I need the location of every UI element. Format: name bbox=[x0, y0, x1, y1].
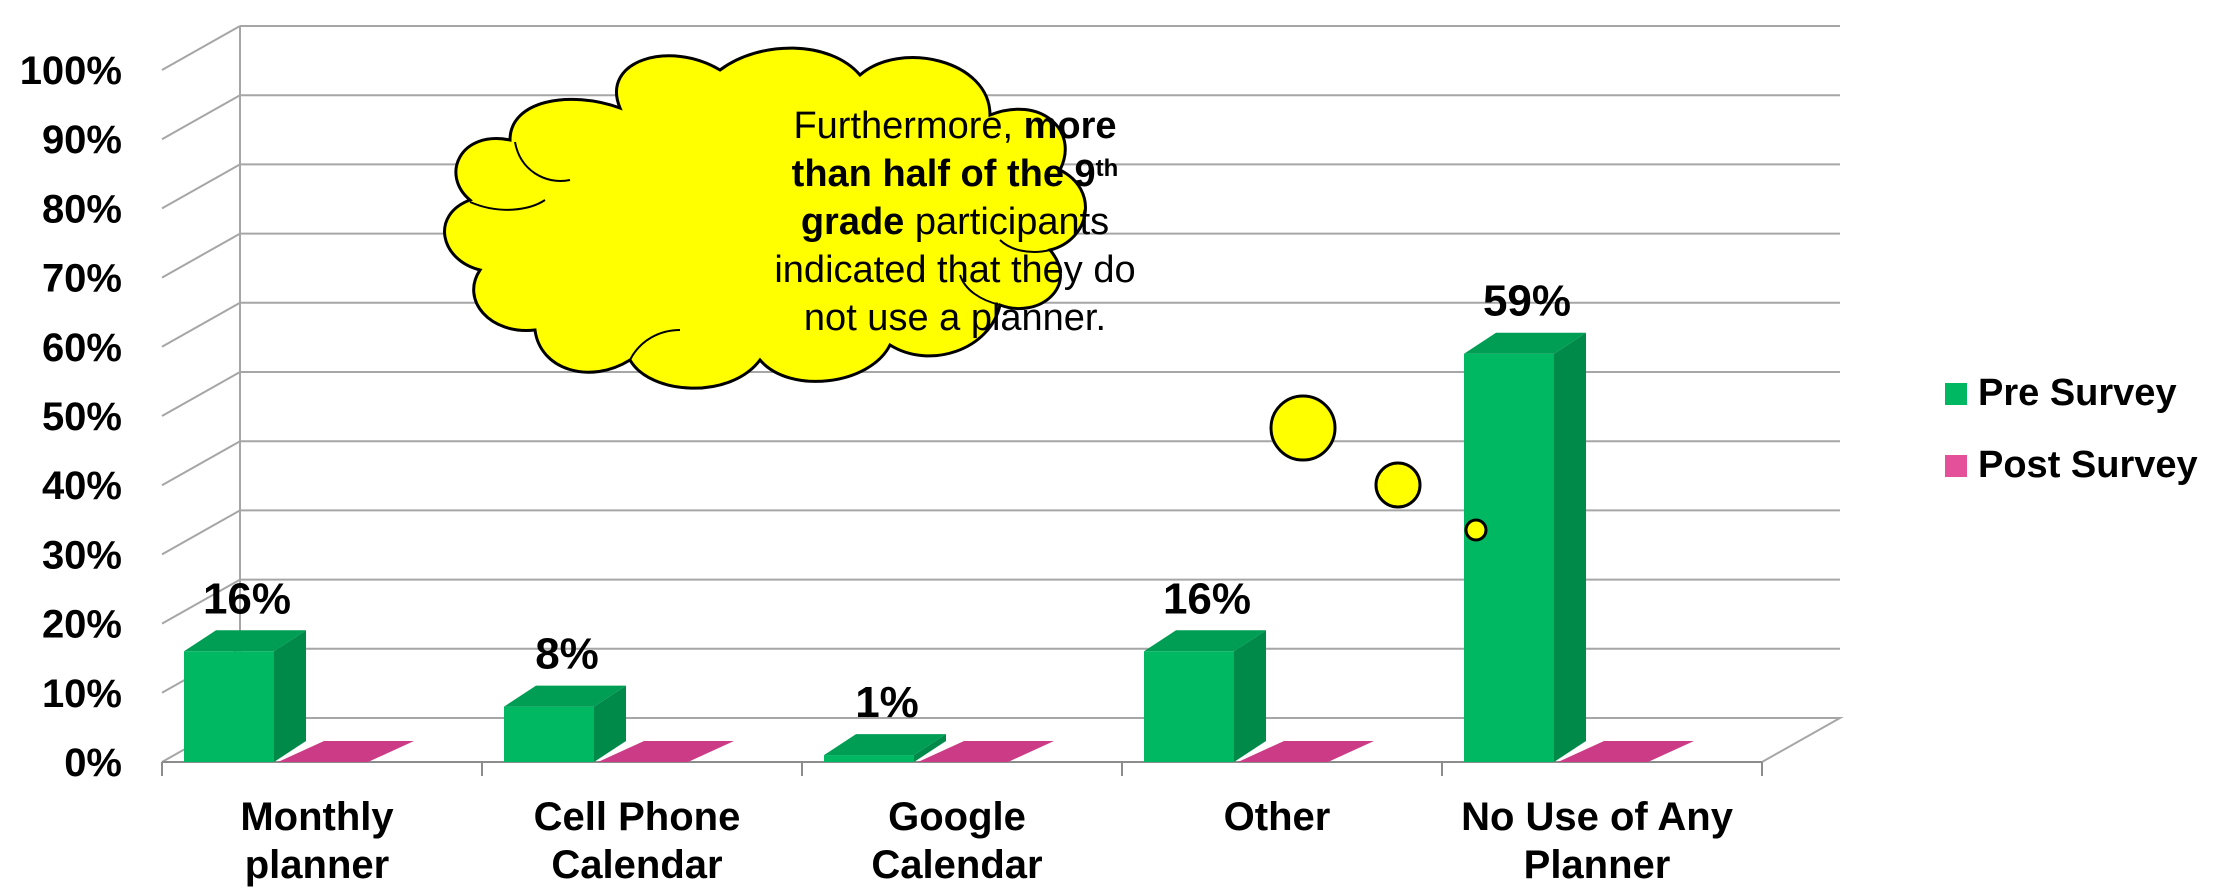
bar-pre-survey bbox=[1144, 630, 1266, 762]
thought-bubble bbox=[1464, 518, 1488, 542]
bars bbox=[184, 332, 1694, 762]
gridline-wall bbox=[161, 578, 241, 625]
thought-cloud-annotation: Furthermore, more than half of the 9th gra… bbox=[443, 46, 1488, 542]
data-label: 16% bbox=[203, 574, 291, 623]
x-category-label: Calendar bbox=[551, 843, 722, 887]
bar-top bbox=[184, 630, 306, 652]
y-tick-label: 60% bbox=[42, 326, 122, 370]
cloud-arc bbox=[959, 274, 1001, 306]
cloud-text-span: Furthermore, bbox=[793, 105, 1023, 147]
bar-pre-survey bbox=[504, 685, 626, 762]
bar-front bbox=[504, 706, 594, 762]
cloud-text-span: indicated that they do bbox=[774, 249, 1135, 291]
bar-top bbox=[1464, 332, 1586, 354]
gridline-wall bbox=[161, 94, 241, 141]
legend-label: Post Survey bbox=[1978, 444, 2198, 486]
cloud-text: Furthermore, more than half of the 9th gra… bbox=[774, 105, 1135, 339]
legend: Pre Survey Post Survey bbox=[1945, 372, 2198, 486]
y-tick-label: 90% bbox=[42, 118, 122, 162]
bar-front bbox=[1464, 353, 1554, 762]
cloud-arc bbox=[999, 239, 1051, 253]
bar-post-survey bbox=[1238, 741, 1374, 762]
gridline-wall bbox=[161, 440, 241, 487]
gridline-wall bbox=[161, 232, 241, 279]
x-category-label: Monthly bbox=[240, 795, 394, 839]
x-category-label: Other bbox=[1224, 795, 1331, 839]
bar-side bbox=[914, 734, 946, 762]
cloud-text-span: than half of the 9 bbox=[792, 153, 1096, 195]
cloud-text-span: grade bbox=[801, 201, 904, 243]
gridline-wall bbox=[161, 163, 241, 210]
y-tick-label: 50% bbox=[42, 395, 122, 439]
data-label: 59% bbox=[1483, 277, 1571, 326]
bar-front bbox=[184, 651, 274, 762]
cloud-text-span: participants bbox=[904, 201, 1109, 243]
y-tick-label: 0% bbox=[64, 741, 122, 785]
cloud-arc bbox=[469, 199, 546, 211]
y-axis-tick-labels: 0% 10% 20% 30% 40% 50% 60% 70% 80% 90% 100% bbox=[20, 49, 122, 785]
bar-post-survey bbox=[278, 741, 414, 762]
thought-bubble bbox=[1269, 394, 1337, 462]
gridline-wall bbox=[161, 509, 241, 556]
gridline-wall bbox=[161, 371, 241, 417]
cloud-text-span: th bbox=[1096, 155, 1119, 182]
thought-cloud bbox=[443, 46, 1087, 390]
bar-side bbox=[274, 630, 306, 762]
data-label: 1% bbox=[855, 678, 919, 727]
bar-front bbox=[824, 755, 914, 762]
legend-swatch bbox=[1945, 383, 1967, 405]
bar-pre-survey bbox=[824, 734, 946, 762]
x-category-label: planner bbox=[245, 843, 389, 887]
bar-side bbox=[1554, 332, 1586, 762]
x-category-label: Google bbox=[888, 795, 1026, 839]
legend-label: Pre Survey bbox=[1978, 372, 2177, 414]
legend-item: Post Survey bbox=[1945, 444, 2198, 486]
legend-item: Pre Survey bbox=[1945, 372, 2177, 414]
x-category-label: No Use of Any bbox=[1461, 795, 1734, 839]
bar-front bbox=[1144, 651, 1234, 762]
cloud-arc bbox=[629, 329, 681, 361]
y-tick-label: 100% bbox=[20, 49, 122, 93]
data-label: 8% bbox=[535, 630, 599, 679]
bar-pre-survey bbox=[1464, 332, 1586, 762]
bar-side bbox=[594, 685, 626, 762]
bar-post-survey bbox=[918, 741, 1054, 762]
bar-top bbox=[504, 685, 626, 707]
cloud-text-span: more bbox=[1024, 105, 1117, 147]
thought-bubble bbox=[1374, 461, 1422, 509]
y-tick-label: 40% bbox=[42, 464, 122, 508]
legend-swatch bbox=[1945, 455, 1967, 477]
x-category-label: Cell Phone bbox=[534, 795, 741, 839]
bar-top bbox=[824, 734, 946, 756]
y-tick-label: 80% bbox=[42, 187, 122, 231]
gridline-wall bbox=[161, 301, 241, 348]
y-tick-label: 20% bbox=[42, 603, 122, 647]
data-labels: 16% 8% 1% 16% 59% bbox=[203, 277, 1571, 727]
bar-post-survey bbox=[598, 741, 734, 762]
bar-side bbox=[1234, 630, 1266, 762]
bar-post-survey bbox=[1558, 741, 1694, 762]
x-category-label: Planner bbox=[1524, 843, 1671, 887]
gridline-wall bbox=[161, 25, 241, 71]
x-category-label: Calendar bbox=[871, 843, 1042, 887]
y-tick-label: 30% bbox=[42, 533, 122, 577]
data-label: 16% bbox=[1163, 574, 1251, 623]
bar-pre-survey bbox=[184, 630, 306, 762]
y-tick-label: 10% bbox=[42, 672, 122, 716]
y-tick-label: 70% bbox=[42, 257, 122, 301]
cloud-arc bbox=[514, 141, 571, 182]
bar-top bbox=[1144, 630, 1266, 652]
cloud-text-span: not use a planner. bbox=[804, 297, 1106, 339]
